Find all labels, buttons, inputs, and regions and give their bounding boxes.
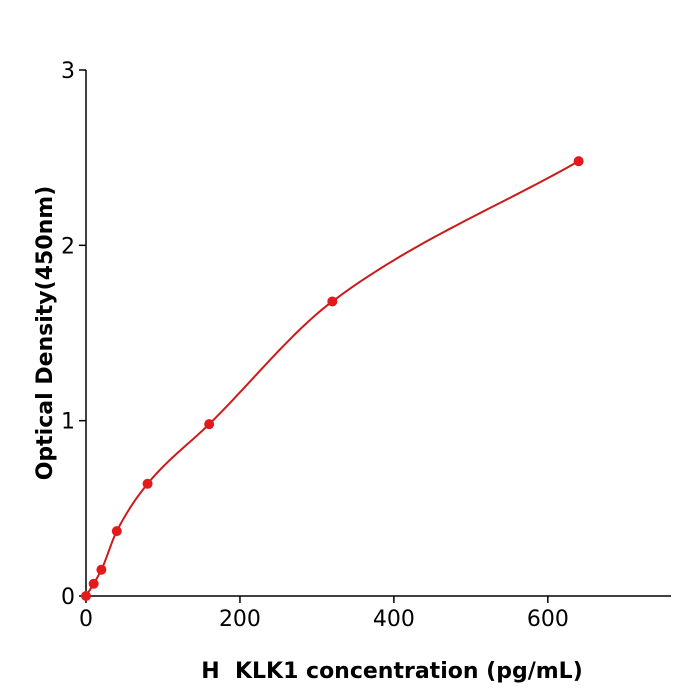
- data-point: [327, 296, 338, 307]
- ticks: 0 200 400 600 0 1 2 3: [61, 59, 569, 632]
- x-tick-label: 400: [373, 607, 415, 632]
- y-tick-label: 1: [61, 410, 75, 435]
- y-tick-label: 2: [61, 234, 75, 259]
- data-point: [111, 526, 122, 537]
- data-point: [204, 419, 215, 430]
- data-point: [573, 156, 584, 167]
- fit-curve: [85, 160, 580, 597]
- data-point: [96, 564, 107, 575]
- data-point: [81, 591, 91, 601]
- data-point: [142, 478, 153, 489]
- x-axis-title: H KLK1 concentration (pg/mL): [201, 659, 583, 684]
- y-axis-title: Optical Density(450nm): [33, 186, 58, 481]
- x-tick-label: 600: [527, 607, 569, 632]
- x-tick-label: 0: [79, 607, 93, 632]
- x-tick-label: 200: [219, 607, 261, 632]
- axes: [85, 70, 671, 597]
- data-point: [88, 578, 99, 589]
- y-tick-label: 0: [61, 585, 75, 610]
- y-tick-label: 3: [61, 59, 75, 84]
- data-points: [81, 156, 584, 601]
